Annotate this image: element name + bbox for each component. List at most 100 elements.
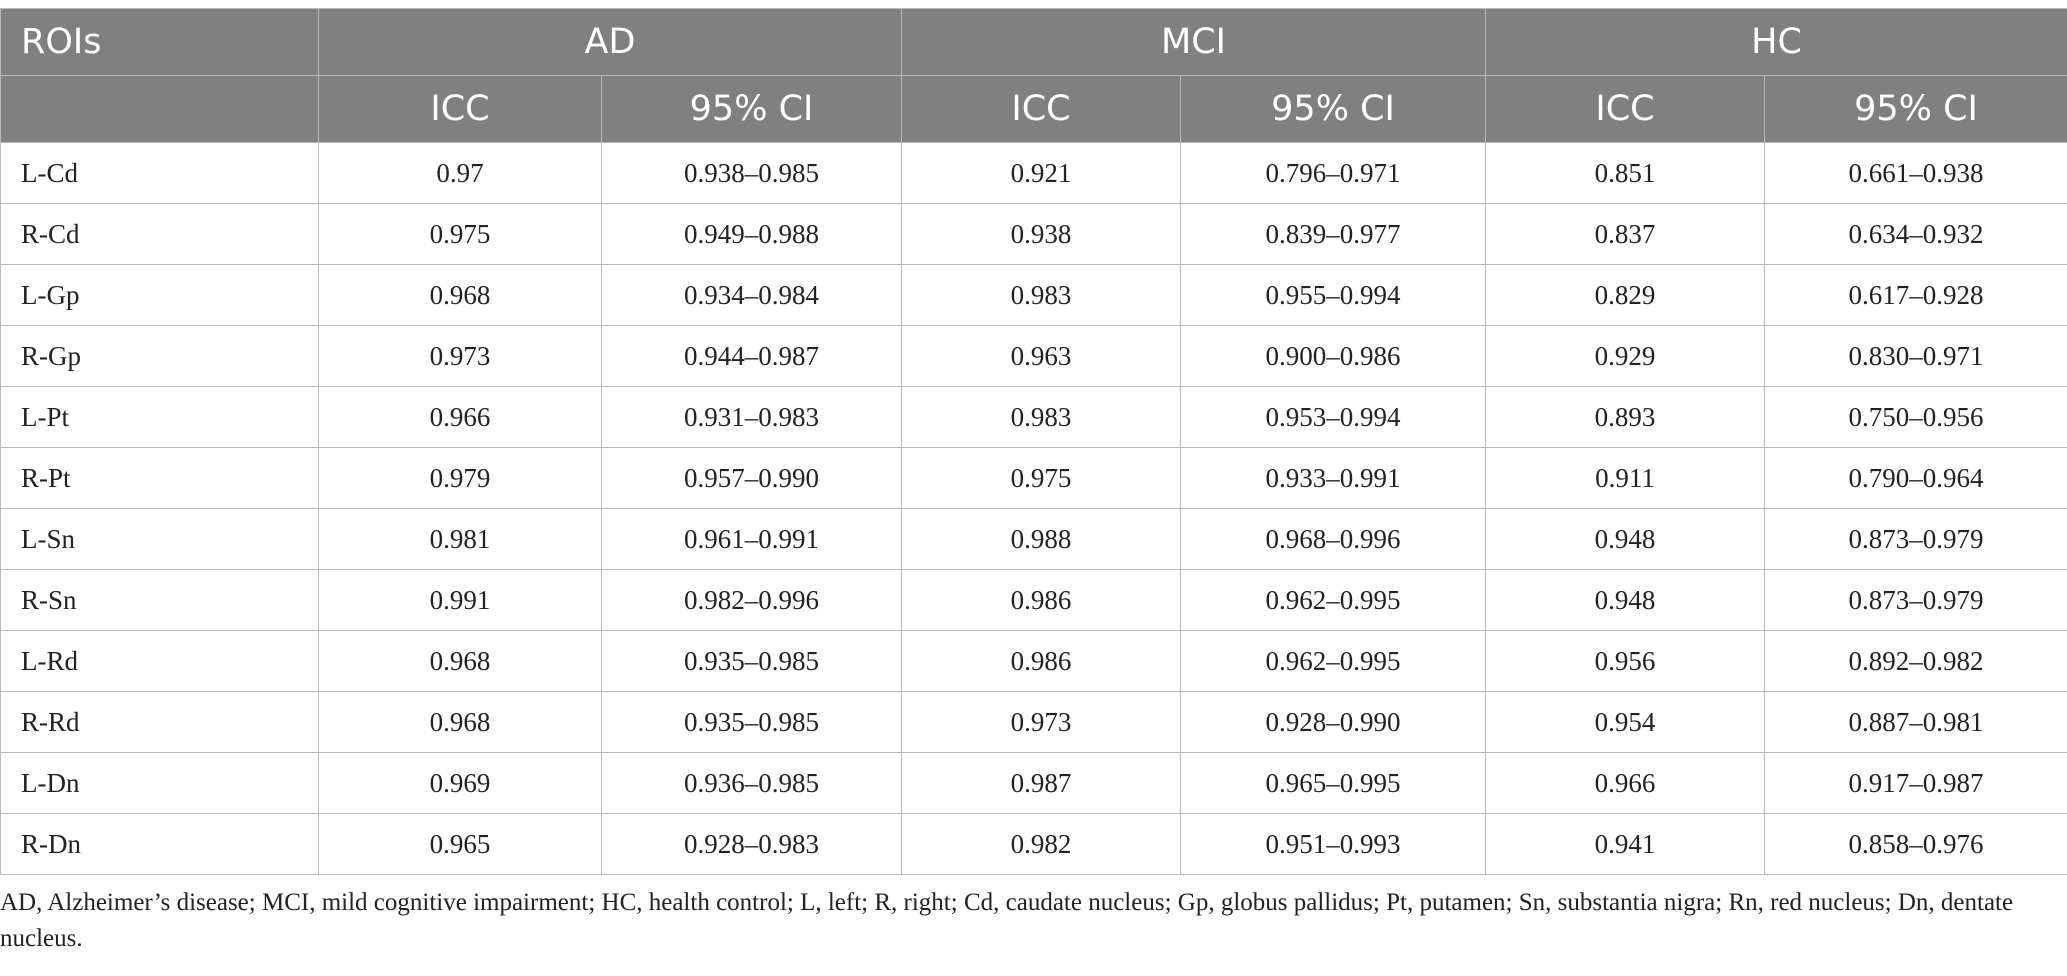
cell-mci-ci: 0.796–0.971 bbox=[1180, 142, 1486, 204]
cell-ad-icc: 0.991 bbox=[318, 569, 602, 631]
cell-hc-icc: 0.954 bbox=[1485, 691, 1765, 753]
cell-hc-ci: 0.892–0.982 bbox=[1763, 630, 2067, 692]
cell-ad-icc: 0.979 bbox=[318, 447, 602, 509]
cell-ad-icc: 0.968 bbox=[318, 264, 602, 326]
cell-mci-icc: 0.973 bbox=[901, 691, 1181, 753]
cell-ad-icc: 0.968 bbox=[318, 630, 602, 692]
subheader-mci-ci: 95% CI bbox=[1180, 75, 1486, 143]
cell-ad-icc: 0.966 bbox=[318, 386, 602, 448]
cell-mci-icc: 0.986 bbox=[901, 630, 1181, 692]
header-blank bbox=[0, 75, 319, 143]
cell-ad-ci: 0.957–0.990 bbox=[601, 447, 902, 509]
cell-mci-ci: 0.953–0.994 bbox=[1180, 386, 1486, 448]
cell-mci-icc: 0.963 bbox=[901, 325, 1181, 387]
cell-hc-icc: 0.929 bbox=[1485, 325, 1765, 387]
header-group-mci: MCI bbox=[901, 8, 1486, 76]
cell-roi: R-Sn bbox=[0, 569, 319, 631]
cell-hc-icc: 0.837 bbox=[1485, 203, 1765, 265]
subheader-hc-icc: ICC bbox=[1485, 75, 1765, 143]
subheader-mci-icc: ICC bbox=[901, 75, 1181, 143]
cell-mci-icc: 0.987 bbox=[901, 752, 1181, 814]
cell-hc-icc: 0.911 bbox=[1485, 447, 1765, 509]
cell-roi: R-Dn bbox=[0, 813, 319, 875]
cell-ad-ci: 0.961–0.991 bbox=[601, 508, 902, 570]
table-row: L-Pt 0.966 0.931–0.983 0.983 0.953–0.994 0.89… bbox=[0, 386, 2067, 448]
header-group-ad: AD bbox=[318, 8, 902, 76]
cell-hc-ci: 0.887–0.981 bbox=[1763, 691, 2067, 753]
cell-roi: L-Gp bbox=[0, 264, 319, 326]
table-footnote: AD, Alzheimer’s disease; MCI, mild cogni… bbox=[0, 889, 2014, 952]
table-row: R-Cd 0.975 0.949–0.988 0.938 0.839–0.977 0.83… bbox=[0, 203, 2067, 265]
table-row: R-Rd 0.968 0.935–0.985 0.973 0.928–0.990 0.95… bbox=[0, 691, 2067, 753]
table-body: L-Cd 0.97 0.938–0.985 0.921 0.796–0.971 0.851… bbox=[0, 142, 2067, 875]
subheader-ad-icc: ICC bbox=[318, 75, 602, 143]
table-row: L-Sn 0.981 0.961–0.991 0.988 0.968–0.996 0.94… bbox=[0, 508, 2067, 570]
cell-mci-icc: 0.938 bbox=[901, 203, 1181, 265]
cell-ad-ci: 0.935–0.985 bbox=[601, 691, 902, 753]
cell-hc-ci: 0.858–0.976 bbox=[1763, 813, 2067, 875]
cell-hc-ci: 0.634–0.932 bbox=[1763, 203, 2067, 265]
table-container: ROIs AD MCI HC ICC 95% CI ICC 95% CI ICC… bbox=[0, 8, 2067, 957]
cell-ad-icc: 0.97 bbox=[318, 142, 602, 204]
cell-hc-ci: 0.617–0.928 bbox=[1763, 264, 2067, 326]
cell-ad-ci: 0.935–0.985 bbox=[601, 630, 902, 692]
cell-ad-icc: 0.973 bbox=[318, 325, 602, 387]
cell-mci-icc: 0.975 bbox=[901, 447, 1181, 509]
cell-mci-icc: 0.982 bbox=[901, 813, 1181, 875]
cell-ad-ci: 0.944–0.987 bbox=[601, 325, 902, 387]
cell-roi: R-Rd bbox=[0, 691, 319, 753]
table-row: R-Sn 0.991 0.982–0.996 0.986 0.962–0.995 0.94… bbox=[0, 569, 2067, 631]
cell-hc-icc: 0.966 bbox=[1485, 752, 1765, 814]
subheader-ad-ci: 95% CI bbox=[601, 75, 902, 143]
cell-mci-icc: 0.921 bbox=[901, 142, 1181, 204]
cell-mci-ci: 0.933–0.991 bbox=[1180, 447, 1486, 509]
cell-ad-ci: 0.934–0.984 bbox=[601, 264, 902, 326]
cell-ad-ci: 0.928–0.983 bbox=[601, 813, 902, 875]
header-group-hc: HC bbox=[1484, 8, 2067, 76]
table-header: ROIs AD MCI HC ICC 95% CI ICC 95% CI ICC… bbox=[0, 8, 2067, 143]
header-row-groups: ROIs AD MCI HC bbox=[0, 8, 2067, 76]
cell-hc-ci: 0.873–0.979 bbox=[1763, 508, 2067, 570]
cell-mci-icc: 0.988 bbox=[901, 508, 1181, 570]
cell-mci-ci: 0.928–0.990 bbox=[1180, 691, 1486, 753]
cell-mci-ci: 0.962–0.995 bbox=[1180, 569, 1486, 631]
cell-mci-icc: 0.986 bbox=[901, 569, 1181, 631]
cell-ad-icc: 0.975 bbox=[318, 203, 602, 265]
table-row: R-Dn 0.965 0.928–0.983 0.982 0.951–0.993 0.94… bbox=[0, 813, 2067, 875]
table-row: R-Pt 0.979 0.957–0.990 0.975 0.933–0.991 0.91… bbox=[0, 447, 2067, 509]
cell-ad-ci: 0.982–0.996 bbox=[601, 569, 902, 631]
cell-mci-ci: 0.965–0.995 bbox=[1180, 752, 1486, 814]
cell-roi: R-Pt bbox=[0, 447, 319, 509]
cell-roi: L-Cd bbox=[0, 142, 319, 204]
cell-hc-icc: 0.829 bbox=[1485, 264, 1765, 326]
cell-hc-icc: 0.948 bbox=[1485, 508, 1765, 570]
cell-hc-icc: 0.956 bbox=[1485, 630, 1765, 692]
cell-mci-ci: 0.955–0.994 bbox=[1180, 264, 1486, 326]
cell-hc-ci: 0.661–0.938 bbox=[1763, 142, 2067, 204]
table-row: L-Gp 0.968 0.934–0.984 0.983 0.955–0.994 0.82… bbox=[0, 264, 2067, 326]
table-row: L-Rd 0.968 0.935–0.985 0.986 0.962–0.995 0.95… bbox=[0, 630, 2067, 692]
cell-mci-ci: 0.951–0.993 bbox=[1180, 813, 1486, 875]
cell-mci-ci: 0.839–0.977 bbox=[1180, 203, 1486, 265]
cell-roi: L-Rd bbox=[0, 630, 319, 692]
cell-ad-icc: 0.965 bbox=[318, 813, 602, 875]
cell-roi: R-Cd bbox=[0, 203, 319, 265]
header-rois: ROIs bbox=[0, 8, 319, 76]
cell-mci-ci: 0.962–0.995 bbox=[1180, 630, 1486, 692]
cell-hc-icc: 0.893 bbox=[1485, 386, 1765, 448]
table-row: R-Gp 0.973 0.944–0.987 0.963 0.900–0.986 0.92… bbox=[0, 325, 2067, 387]
cell-roi: L-Dn bbox=[0, 752, 319, 814]
cell-hc-ci: 0.750–0.956 bbox=[1763, 386, 2067, 448]
cell-hc-icc: 0.941 bbox=[1485, 813, 1765, 875]
cell-hc-ci: 0.830–0.971 bbox=[1763, 325, 2067, 387]
header-row-subheaders: ICC 95% CI ICC 95% CI ICC 95% CI bbox=[0, 75, 2067, 143]
cell-roi: L-Pt bbox=[0, 386, 319, 448]
cell-roi: R-Gp bbox=[0, 325, 319, 387]
cell-hc-icc: 0.948 bbox=[1485, 569, 1765, 631]
cell-mci-icc: 0.983 bbox=[901, 386, 1181, 448]
icc-table: ROIs AD MCI HC ICC 95% CI ICC 95% CI ICC… bbox=[0, 8, 2067, 875]
cell-ad-icc: 0.968 bbox=[318, 691, 602, 753]
cell-ad-ci: 0.949–0.988 bbox=[601, 203, 902, 265]
cell-mci-ci: 0.900–0.986 bbox=[1180, 325, 1486, 387]
cell-hc-icc: 0.851 bbox=[1485, 142, 1765, 204]
